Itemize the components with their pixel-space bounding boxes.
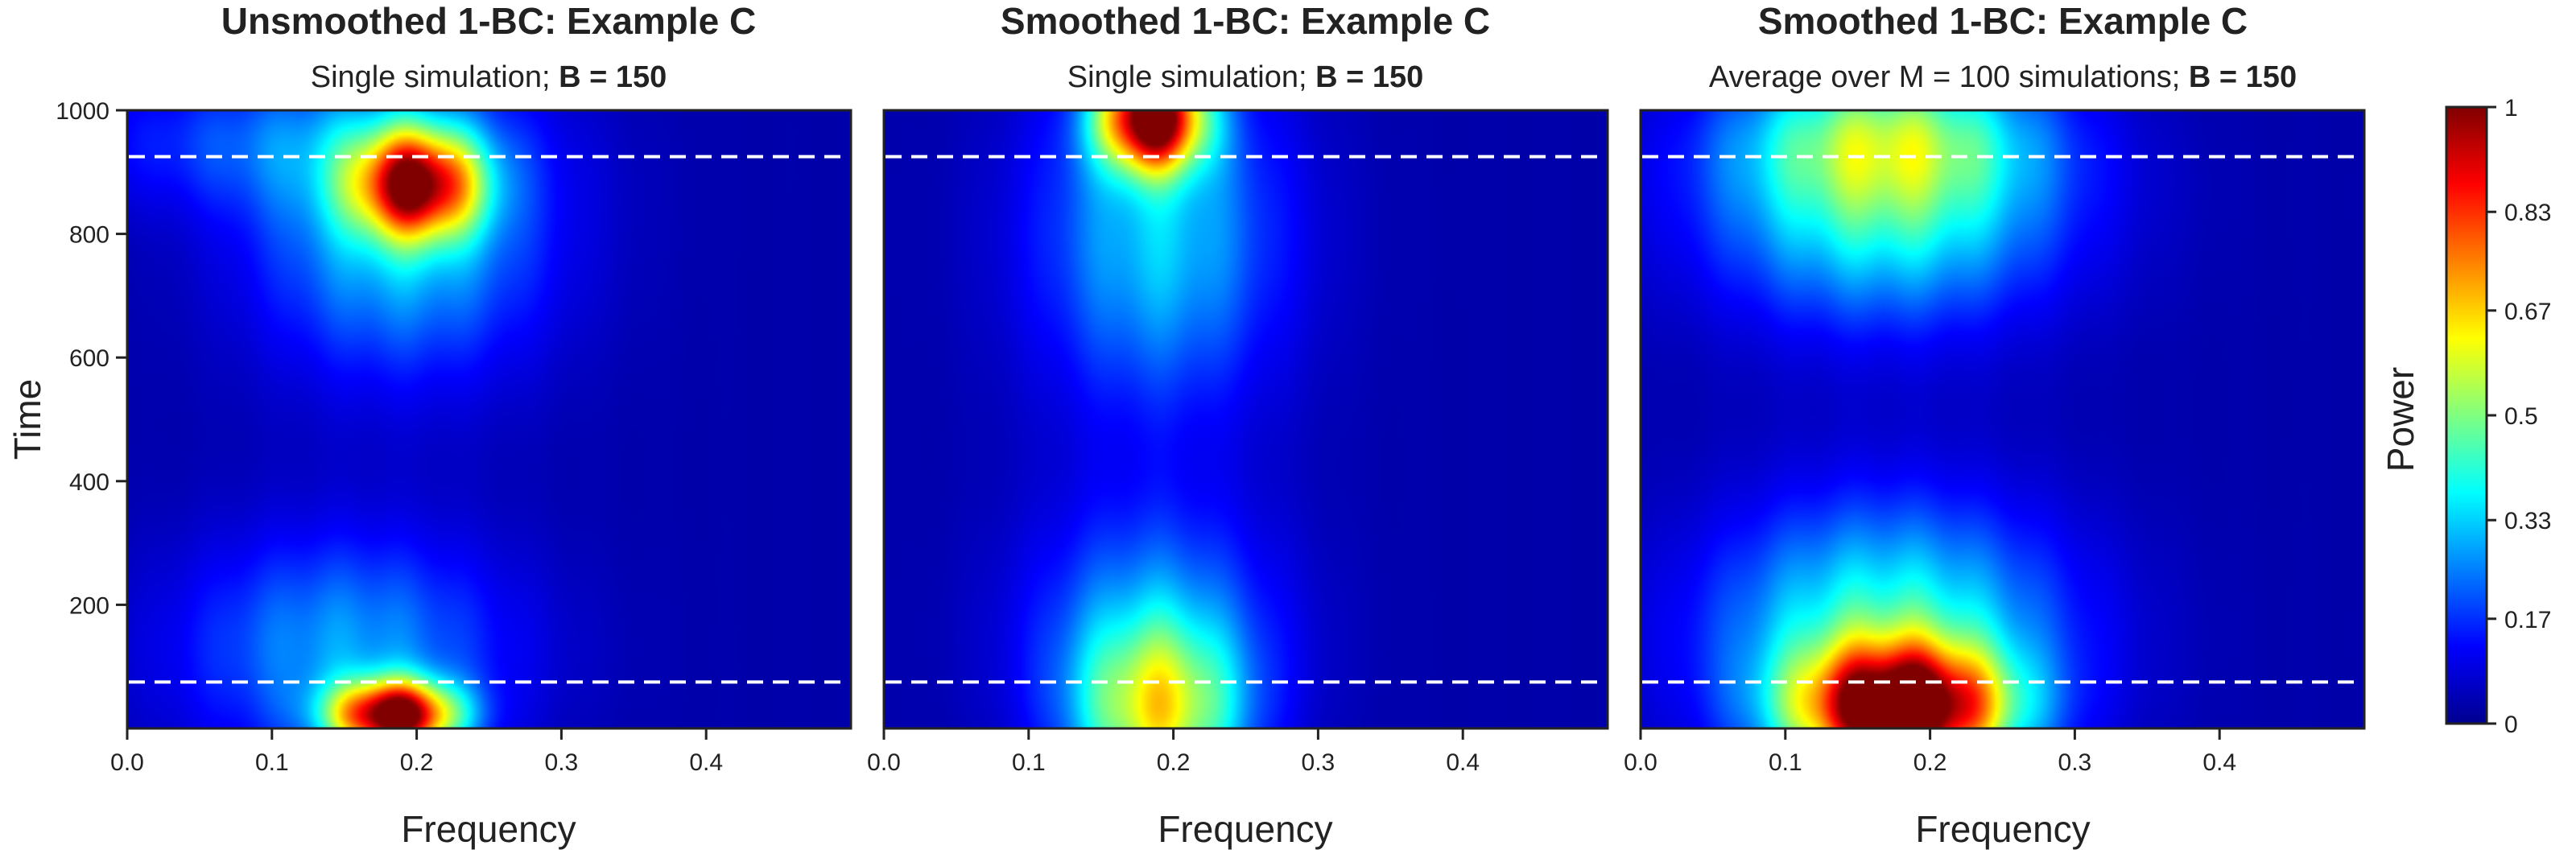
panel-1-frame (126, 109, 852, 730)
panel-1-y-tick-label-4: 800 (69, 222, 109, 249)
panel-3-x-axis: 0.0 0.1 0.2 0.3 0.4 (1624, 728, 2236, 776)
panel-2-x-tick-label-4: 0.3 (1302, 749, 1335, 776)
panel-1-subtitle: Single simulation; B = 150 (311, 60, 667, 94)
colorbar-tick-label-3: 0.33 (2504, 508, 2551, 534)
panel-3-subtitle: Average over M = 100 simulations; B = 15… (1709, 60, 2297, 94)
panel-3-x-tick-label-3: 0.2 (1913, 749, 1947, 776)
heatmap-panel-3: Smoothed 1-BC: Example C Average over M … (1624, 0, 2366, 850)
panel-3-x-tick-label-4: 0.3 (2058, 749, 2092, 776)
colorbar-tick-label-7: 1 (2504, 95, 2518, 122)
panel-3-frame (1639, 109, 2366, 730)
panel-2-reference-lines (886, 155, 1606, 684)
panel-3-x-tick-label-2: 0.1 (1769, 749, 1802, 776)
panel-2-heatmap-image (884, 110, 1608, 728)
heatmap-panel-2: Smoothed 1-BC: Example C Single simulati… (867, 0, 1609, 850)
panel-1-x-tick-label-4: 0.3 (545, 749, 579, 776)
panel-1-x-tick-label-5: 0.4 (689, 749, 723, 776)
panel-2-x-tick-label-1: 0.0 (867, 749, 901, 776)
panel-1-y-tick-label-1: 200 (69, 592, 109, 619)
colorbar-tick-label-5: 0.67 (2504, 299, 2551, 325)
panel-3-x-tick-label-5: 0.4 (2202, 749, 2236, 776)
panel-2-subtitle: Single simulation; B = 150 (1067, 60, 1424, 94)
panel-1-x-axis: 0.0 0.1 0.2 0.3 0.4 (110, 728, 723, 776)
panel-1-y-tick-label-3: 600 (69, 345, 109, 372)
panel-1-x-tick-label-1: 0.0 (110, 749, 144, 776)
panel-2-x-axis-label: Frequency (1158, 808, 1332, 850)
colorbar-tick-label-6: 0.83 (2504, 200, 2551, 226)
panel-3-title: Smoothed 1-BC: Example C (1758, 0, 2248, 42)
panel-3-heatmap-image (1641, 110, 2364, 728)
panel-1-title: Unsmoothed 1-BC: Example C (221, 0, 757, 42)
panel-2-frame (882, 109, 1609, 730)
panel-2-x-tick-label-5: 0.4 (1446, 749, 1480, 776)
panel-1-y-axis-label: Time (6, 379, 48, 460)
panel-1-y-tick-label-2: 400 (69, 469, 109, 496)
colorbar-gradient (2445, 105, 2488, 725)
colorbar-tick-label-4: 0.5 (2504, 403, 2538, 430)
panel-1-reference-lines (129, 155, 849, 684)
panel-2-x-axis: 0.0 0.1 0.2 0.3 0.4 (867, 728, 1480, 776)
panel-3-reference-lines (1642, 155, 2363, 684)
panel-3-x-axis-label: Frequency (1915, 808, 2090, 850)
colorbar: 0 0.17 0.33 0.5 0.67 0.83 1 Power (2380, 95, 2551, 738)
colorbar-label: Power (2380, 367, 2421, 472)
panel-1-y-tick-label-5: 1000 (56, 98, 109, 125)
panel-2-title: Smoothed 1-BC: Example C (1001, 0, 1490, 42)
colorbar-ticks: 0 0.17 0.33 0.5 0.67 0.83 1 (2487, 95, 2551, 738)
panel-1-heatmap-image (127, 110, 851, 728)
panel-2-x-tick-label-3: 0.2 (1157, 749, 1191, 776)
heatmap-panel-1: Unsmoothed 1-BC: Example C Single simula… (6, 0, 852, 850)
colorbar-tick-label-1: 0 (2504, 712, 2518, 738)
panel-1-y-axis: 200 400 600 800 1000 (56, 98, 127, 619)
colorbar-tick-label-2: 0.17 (2504, 607, 2551, 633)
panel-3-x-tick-label-1: 0.0 (1624, 749, 1657, 776)
panel-1-x-axis-label: Frequency (401, 808, 576, 850)
panel-1-x-tick-label-3: 0.2 (400, 749, 434, 776)
panel-2-x-tick-label-2: 0.1 (1012, 749, 1046, 776)
panel-1-x-tick-label-2: 0.1 (255, 749, 289, 776)
